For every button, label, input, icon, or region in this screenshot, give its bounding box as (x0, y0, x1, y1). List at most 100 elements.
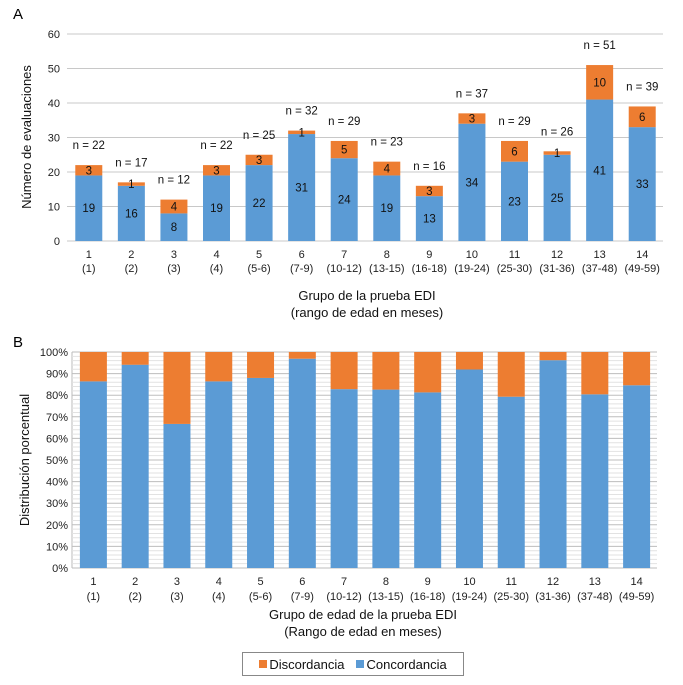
chart-a-data-label-concordancia: 19 (82, 203, 95, 215)
legend-item-concordancia: Concordancia (356, 657, 447, 672)
chart-a-x-tick-range: (7-9) (290, 263, 313, 275)
chart-b-bar-concordancia (163, 423, 191, 568)
chart-a-data-label-concordancia: 41 (593, 165, 606, 177)
chart-b-x-tick-label: 3 (174, 576, 180, 588)
chart-b-bar-discordancia (414, 352, 442, 393)
chart-a-bar-discordancia (415, 185, 443, 197)
panel-a-letter: A (13, 6, 23, 23)
chart-a-x-tick-range: (25-30) (497, 263, 532, 275)
chart-b-bar-discordancia (205, 352, 233, 382)
chart-a-x-tick-range: (16-18) (412, 263, 447, 275)
chart-a-data-label-discordancia: 3 (256, 155, 262, 167)
chart-a-data-label-concordancia: 25 (551, 193, 564, 205)
chart-a-bar-discordancia (203, 165, 230, 176)
chart-a-bar-concordancia (245, 165, 273, 241)
chart-b-x-tick-label: 7 (341, 576, 347, 588)
chart-b-y-tick-label: 10% (46, 541, 68, 553)
chart-a-x-tick-range: (1) (82, 263, 95, 275)
chart-a-bar-discordancia (543, 151, 571, 155)
legend-swatch-discordancia (259, 660, 268, 668)
chart-b-bar-concordancia (372, 389, 400, 568)
chart-a-total-label: n = 23 (371, 137, 403, 149)
chart-a-bar-discordancia (458, 113, 486, 124)
chart-b-bar-concordancia (539, 360, 567, 568)
chart-a-y-tick-label: 50 (48, 64, 60, 76)
chart-a-y-tick-label: 30 (48, 133, 60, 145)
chart-b-bar-discordancia (623, 352, 651, 386)
chart-a-bar-concordancia (543, 154, 571, 241)
chart-b-y-tick-label: 40% (46, 477, 68, 489)
chart-b-bar-concordancia (288, 358, 316, 568)
chart-b-bar-concordancia (79, 381, 107, 568)
chart-a-bar-discordancia (75, 165, 103, 176)
chart-a-bar-concordancia (415, 196, 443, 241)
chart-a-x-tick-range: (31-36) (539, 263, 574, 275)
chart-a-x-tick-label: 12 (551, 249, 563, 261)
chart-b-bar-discordancia (539, 352, 567, 361)
chart-a-bar-concordancia (160, 213, 188, 241)
chart-b-x-tick-range: (4) (212, 591, 225, 603)
chart-b-y-tick-label: 60% (46, 433, 68, 445)
chart-a-total-label: n = 26 (541, 126, 573, 138)
chart-b-bar-concordancia (581, 394, 609, 568)
chart-a-x-tick-label: 8 (384, 249, 390, 261)
chart-a-data-label-discordancia: 5 (341, 145, 347, 157)
chart-b-bar-concordancia (497, 396, 525, 568)
chart-b-y-tick-label: 20% (46, 520, 68, 532)
chart-a-x-tick-label: 14 (636, 249, 648, 261)
chart-a-x-tick-range: (37-48) (582, 263, 617, 275)
chart-b-bar-concordancia (414, 392, 442, 568)
chart-b-bar-discordancia (581, 352, 609, 395)
chart-a-x-tick-range: (13-15) (369, 263, 404, 275)
chart-a-bar-concordancia (75, 175, 103, 241)
chart-a-x-tick-range: (3) (167, 263, 180, 275)
chart-b-x-tick-range: (37-48) (577, 591, 612, 603)
chart-a-data-label-discordancia: 4 (384, 164, 391, 176)
chart-a-bar-concordancia (458, 123, 486, 241)
chart-b-y-tick-label: 30% (46, 498, 68, 510)
chart-a-data-label-concordancia: 13 (423, 214, 436, 226)
chart-b-x-tick-range: (13-15) (368, 591, 403, 603)
chart-a-bar-discordancia (160, 199, 188, 214)
chart-b-x-tick-range: (25-30) (494, 591, 529, 603)
legend-label-discordancia: Discordancia (269, 656, 345, 672)
chart-a-bar-discordancia (501, 140, 528, 162)
chart-b-bar-discordancia (79, 352, 107, 382)
chart-b-y-axis-title: Distribución porcentual (17, 394, 32, 526)
chart-a-data-label-discordancia: 1 (298, 127, 304, 139)
chart-a-x-tick-range: (19-24) (454, 263, 489, 275)
chart-a-total-label: n = 29 (328, 116, 360, 128)
chart-a-data-label-concordancia: 23 (508, 196, 521, 208)
chart-b-bar-concordancia (623, 385, 651, 568)
chart-a-bar-discordancia (586, 65, 614, 100)
chart-a-data-label-discordancia: 3 (86, 165, 92, 177)
chart-a-x-tick-label: 7 (341, 249, 347, 261)
chart-a-data-label-discordancia: 1 (128, 179, 134, 191)
chart-a-x-tick-label: 3 (171, 249, 177, 261)
chart-a-x-tick-label: 11 (509, 249, 520, 261)
chart-b-x-tick-label: 6 (299, 576, 305, 588)
chart-b-bar-concordancia (455, 369, 483, 568)
chart-a-bar-discordancia (245, 154, 273, 166)
chart-b-x-tick-label: 1 (90, 576, 96, 588)
chart-b-y-tick-label: 0% (52, 563, 68, 575)
chart-b-bar-concordancia (121, 364, 149, 568)
chart-a-bar-concordancia (586, 99, 614, 241)
chart-b-bar-concordancia (205, 381, 233, 568)
chart-a-x-axis-title-line1: Grupo de la prueba EDI (298, 288, 435, 303)
chart-b-bar-discordancia (121, 352, 149, 365)
chart-a-bar-concordancia (628, 127, 656, 241)
chart-a-total-label: n = 22 (200, 140, 232, 152)
chart-b-x-tick-range: (10-12) (326, 591, 361, 603)
chart-a-data-label-discordancia: 6 (639, 112, 645, 124)
chart-a-total-label: n = 29 (498, 116, 530, 128)
chart-b-bar-discordancia (288, 352, 316, 359)
chart-a-x-tick-label: 2 (128, 249, 134, 261)
chart-b-bar-discordancia (330, 352, 358, 390)
chart-b-y-tick-label: 70% (46, 412, 68, 424)
chart-a-data-label-concordancia: 16 (125, 208, 138, 220)
chart-a-x-tick-label: 5 (256, 249, 262, 261)
chart-a-y-tick-label: 10 (48, 202, 60, 214)
legend: Discordancia Concordancia (242, 652, 464, 676)
